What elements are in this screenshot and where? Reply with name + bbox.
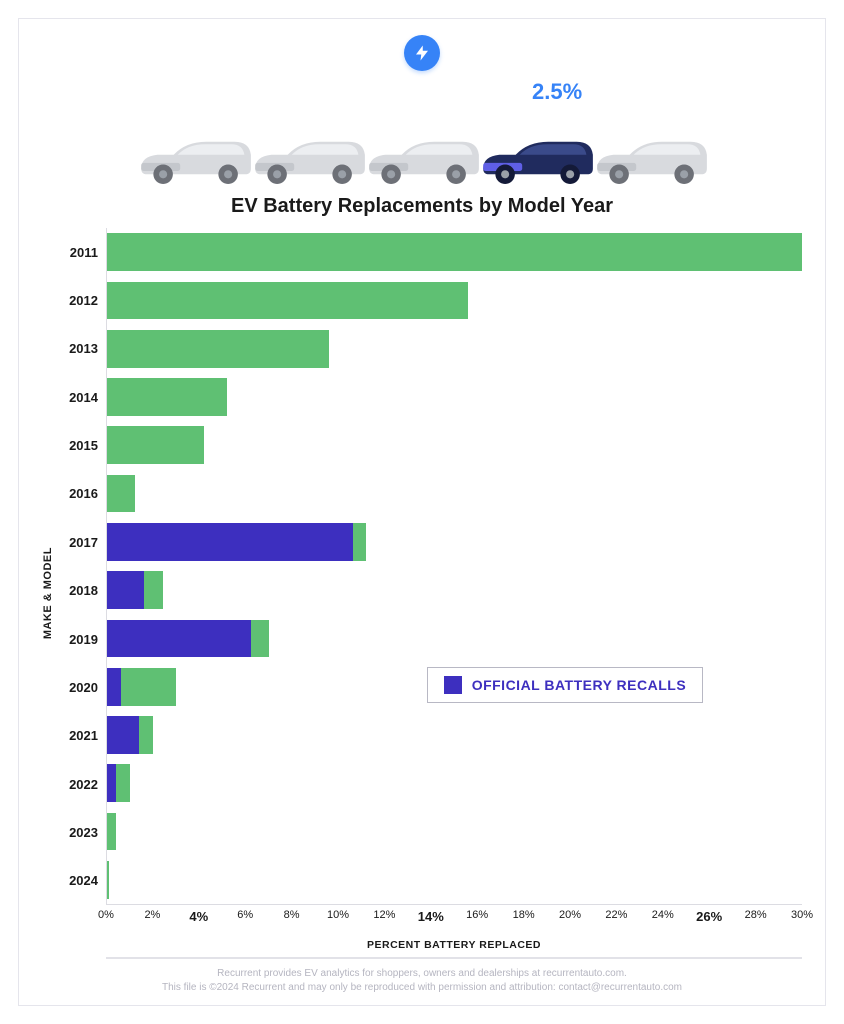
- bar: [107, 861, 802, 899]
- bar-row: [107, 518, 802, 566]
- car-gray: [585, 132, 715, 189]
- chart: MAKE & MODEL 201120122013201420152016201…: [42, 228, 802, 959]
- footer-text: Recurrent provides EV analytics for shop…: [162, 967, 682, 995]
- bar: [107, 668, 802, 706]
- car-gray: [243, 132, 373, 189]
- bar-segment-recall: [107, 716, 139, 754]
- lightning-icon: [404, 35, 440, 71]
- bar: [107, 716, 802, 754]
- highlight-percent-label: 2.5%: [532, 79, 582, 105]
- bar-row: [107, 711, 802, 759]
- car-highlighted: [471, 132, 601, 189]
- bar: [107, 523, 802, 561]
- x-tick-label: 26%: [696, 909, 722, 924]
- chart-title: EV Battery Replacements by Model Year: [231, 195, 613, 218]
- x-tick-label: 0%: [98, 909, 114, 921]
- bar-segment-other: [251, 620, 270, 658]
- footer-line-1: Recurrent provides EV analytics for shop…: [162, 967, 682, 981]
- bar-segment-other: [107, 813, 116, 851]
- y-tick-label: 2022: [58, 760, 106, 808]
- bar-row: [107, 469, 802, 517]
- y-tick-label: 2012: [58, 276, 106, 324]
- x-tick-label: 24%: [652, 909, 674, 921]
- x-tick-label: 4%: [189, 909, 208, 924]
- bar-segment-recall: [107, 620, 251, 658]
- bar-row: [107, 228, 802, 276]
- x-tick-label: 10%: [327, 909, 349, 921]
- bar-segment-other: [107, 282, 468, 320]
- bar-segment-other: [116, 764, 130, 802]
- y-tick-label: 2016: [58, 470, 106, 518]
- x-axis-label: PERCENT BATTERY REPLACED: [106, 939, 802, 959]
- bar-segment-recall: [107, 668, 121, 706]
- bar-row: [107, 856, 802, 904]
- bar-segment-other: [107, 330, 329, 368]
- bar: [107, 620, 802, 658]
- y-axis-label: MAKE & MODEL: [42, 547, 54, 639]
- x-tick-label: 6%: [237, 909, 253, 921]
- y-tick-label: 2019: [58, 615, 106, 663]
- bar-segment-other: [107, 475, 135, 513]
- bar-segment-recall: [107, 571, 144, 609]
- bar-row: [107, 276, 802, 324]
- bar: [107, 426, 802, 464]
- footer-line-2: This file is ©2024 Recurrent and may onl…: [162, 981, 682, 995]
- bar: [107, 378, 802, 416]
- y-tick-label: 2023: [58, 808, 106, 856]
- y-tick-label: 2011: [58, 228, 106, 276]
- bar-segment-other: [144, 571, 163, 609]
- bar-row: [107, 325, 802, 373]
- x-tick-label: 20%: [559, 909, 581, 921]
- y-axis-ticks: 2011201220132014201520162017201820192020…: [58, 228, 106, 905]
- bar-segment-other: [139, 716, 153, 754]
- x-tick-label: 14%: [418, 909, 444, 924]
- car-gray: [129, 132, 259, 189]
- bar-row: [107, 807, 802, 855]
- car-gray: [357, 132, 487, 189]
- bar: [107, 571, 802, 609]
- bar-segment-other: [121, 668, 177, 706]
- x-tick-label: 30%: [791, 909, 813, 921]
- y-tick-label: 2014: [58, 373, 106, 421]
- bar-row: [107, 421, 802, 469]
- y-tick-label: 2017: [58, 518, 106, 566]
- x-tick-label: 12%: [373, 909, 395, 921]
- x-tick-label: 16%: [466, 909, 488, 921]
- bar: [107, 330, 802, 368]
- bar-segment-other: [353, 523, 367, 561]
- bar-row: [107, 373, 802, 421]
- y-tick-label: 2015: [58, 421, 106, 469]
- bar-row: [107, 614, 802, 662]
- y-tick-label: 2021: [58, 712, 106, 760]
- bar-segment-recall: [107, 764, 116, 802]
- plot-area: OFFICIAL BATTERY RECALLS: [106, 228, 802, 905]
- bar: [107, 764, 802, 802]
- car-illustration-row: 2.5%: [62, 79, 782, 189]
- infographic-container: 2.5%: [18, 18, 826, 1006]
- y-tick-label: 2024: [58, 857, 106, 905]
- x-axis-ticks: 0%2%4%6%8%10%12%14%16%18%20%22%24%26%28%…: [106, 905, 802, 933]
- bar: [107, 475, 802, 513]
- bar-segment-recall: [107, 523, 353, 561]
- y-tick-label: 2018: [58, 567, 106, 615]
- bar-row: [107, 663, 802, 711]
- bar-segment-other: [107, 426, 204, 464]
- bar-segment-other: [107, 861, 109, 899]
- x-tick-label: 8%: [284, 909, 300, 921]
- bar: [107, 813, 802, 851]
- bar-row: [107, 566, 802, 614]
- bar: [107, 282, 802, 320]
- y-tick-label: 2013: [58, 325, 106, 373]
- bar-segment-other: [107, 378, 227, 416]
- x-tick-label: 2%: [144, 909, 160, 921]
- y-tick-label: 2020: [58, 663, 106, 711]
- x-tick-label: 22%: [605, 909, 627, 921]
- bar-segment-other: [107, 233, 802, 271]
- x-tick-label: 18%: [513, 909, 535, 921]
- bar-row: [107, 759, 802, 807]
- x-tick-label: 28%: [745, 909, 767, 921]
- bar: [107, 233, 802, 271]
